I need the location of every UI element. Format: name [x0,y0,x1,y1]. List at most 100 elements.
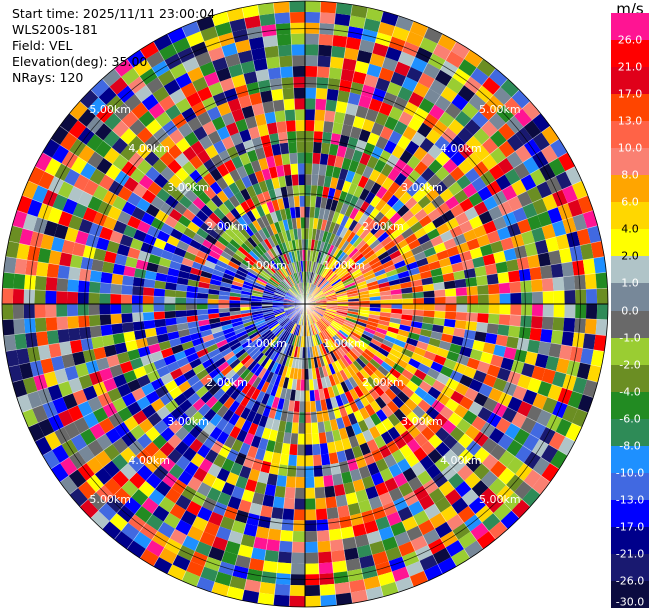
velocity-gate [439,188,454,203]
velocity-gate [381,190,394,204]
velocity-gate [362,379,374,392]
velocity-gate [196,506,213,522]
velocity-gate [539,163,556,182]
velocity-gate [37,247,51,264]
ray-line [304,303,607,336]
velocity-gate [575,304,587,319]
velocity-gate [305,476,315,488]
velocity-gate [331,549,346,563]
velocity-gate [248,126,261,140]
velocity-gate [408,358,421,369]
velocity-gate [93,247,107,262]
colorbar-swatch [611,283,649,311]
velocity-gate [202,172,216,187]
velocity-gate [497,433,514,451]
velocity-gate [392,362,405,374]
velocity-gate [418,214,433,228]
velocity-gate [223,87,239,102]
velocity-gate [209,181,223,195]
velocity-gate [355,139,368,153]
velocity-gate [273,221,282,234]
velocity-gate [197,191,211,205]
velocity-gate [220,347,233,358]
velocity-gate [353,274,365,282]
velocity-gate [181,161,197,176]
velocity-gate [164,304,176,312]
velocity-gate [413,346,427,357]
velocity-gate [200,390,214,404]
velocity-gate [230,341,242,352]
velocity-gate [357,315,369,321]
velocity-gate [75,362,89,378]
velocity-gate [203,521,220,537]
velocity-gate [481,437,498,454]
velocity-gate [275,340,284,351]
velocity-gate [134,505,153,523]
velocity-gate [478,487,497,506]
velocity-gate [285,344,292,356]
velocity-gate [503,492,523,511]
velocity-gate [250,265,262,275]
velocity-gate [264,549,279,563]
velocity-gate [406,411,420,425]
velocity-gate [340,356,350,368]
velocity-gate [513,162,530,180]
velocity-gate [321,283,332,292]
velocity-gate [78,315,90,328]
velocity-gate [375,172,388,187]
ray-line [181,27,306,305]
velocity-gate [391,254,404,265]
velocity-gate [263,358,273,370]
velocity-gate [113,102,132,121]
velocity-gate [340,68,355,82]
velocity-gate [548,431,566,451]
velocity-gate [243,239,255,251]
velocity-gate [413,446,428,462]
velocity-gate [286,465,297,477]
velocity-gate [285,276,294,287]
velocity-gate [423,304,435,311]
velocity-gate [310,285,318,296]
velocity-gate [473,369,487,384]
velocity-gate [187,202,201,216]
velocity-gate [334,347,344,359]
velocity-gate [361,28,378,43]
velocity-gate [203,71,220,87]
velocity-gate [369,53,386,68]
velocity-gate [77,191,93,208]
velocity-gate [294,98,305,110]
velocity-gate [68,377,83,394]
velocity-gate [366,361,378,373]
velocity-gate [121,304,133,314]
velocity-gate [310,272,316,284]
velocity-gate [168,419,183,435]
velocity-gate [185,304,197,311]
velocity-gate [406,66,423,83]
velocity-gate [241,419,253,433]
velocity-gate [477,304,489,314]
velocity-gate [255,279,267,287]
ray-line [139,49,306,305]
velocity-gate [499,304,511,315]
velocity-gate [252,315,264,321]
velocity-gate [265,213,274,225]
velocity-gate [216,376,229,389]
velocity-gate [267,280,278,288]
velocity-gate [272,307,284,311]
colorbar-tick-label: 17.0 [617,87,643,101]
velocity-gate [323,314,334,322]
velocity-gate [258,325,269,334]
velocity-gate [328,452,339,465]
velocity-gate [250,298,262,302]
velocity-gate [101,334,115,347]
velocity-gate [552,371,567,388]
velocity-gate [381,417,395,432]
velocity-gate [248,468,261,482]
velocity-gate [433,180,448,196]
velocity-gate [240,394,251,408]
velocity-gate [174,440,190,456]
velocity-gate [436,392,451,406]
velocity-gate [352,360,363,372]
velocity-gate [260,505,273,518]
velocity-gate [229,18,247,33]
